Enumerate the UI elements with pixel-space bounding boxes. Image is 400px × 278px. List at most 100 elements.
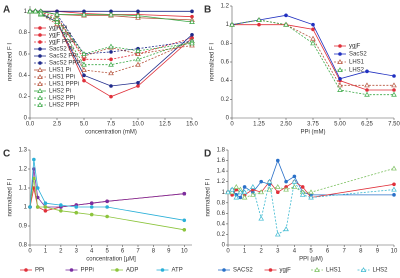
data-point — [284, 179, 288, 184]
x-tick-label: 0 — [28, 249, 32, 255]
x-tick-label: 1 — [243, 249, 247, 255]
legend-marker — [38, 40, 42, 44]
y-axis-label: normalized F I — [206, 178, 212, 216]
legend-label: LHS2 Pi — [49, 89, 71, 95]
x-tick-label: 15.0 — [186, 122, 198, 128]
x-tick-label: 8 — [359, 249, 363, 255]
x-tick-label: 0.0 — [26, 122, 35, 128]
data-point — [89, 205, 94, 209]
data-point — [182, 218, 187, 223]
x-tick-label: 6 — [121, 249, 125, 255]
data-point — [108, 70, 114, 76]
x-tick-label: 9 — [376, 249, 380, 255]
y-tick-label: 1.4 — [217, 169, 226, 175]
legend-marker — [37, 95, 43, 100]
series-line — [30, 10, 193, 66]
data-point — [74, 205, 79, 209]
data-point — [250, 191, 256, 197]
data-point — [391, 91, 397, 97]
x-tick-label: 4 — [90, 249, 94, 255]
legend-marker — [37, 81, 43, 86]
legend-marker — [37, 74, 43, 79]
y-tick-label: 1.1 — [19, 186, 28, 192]
y-tick-label: 0.8 — [217, 200, 226, 206]
legend-label: PPPi — [81, 268, 94, 274]
x-tick-label: 7.50 — [388, 122, 400, 128]
legend-label: ygjF PPPi — [49, 40, 75, 46]
data-point — [43, 201, 48, 205]
x-tick-label: 2 — [260, 249, 264, 255]
legend-label: SACS2 — [233, 268, 253, 274]
data-point — [311, 27, 315, 32]
data-point — [43, 205, 48, 209]
legend-label: ADP — [126, 268, 138, 274]
data-point — [32, 8, 39, 14]
x-tick-label: 1.25 — [253, 122, 265, 128]
data-point — [258, 215, 265, 221]
data-point — [82, 73, 86, 78]
x-tick-label: 3 — [276, 249, 280, 255]
data-point — [337, 82, 343, 88]
legend-label: LHS1 — [326, 268, 342, 274]
data-point — [89, 201, 94, 205]
data-point — [109, 94, 113, 99]
legend-marker — [38, 33, 42, 37]
data-point — [59, 203, 63, 207]
y-tick-label: 1.2 — [19, 167, 28, 173]
data-point — [233, 184, 240, 189]
y-tick-label: 0.8 — [221, 41, 230, 47]
data-point — [365, 69, 369, 74]
data-point — [241, 194, 248, 200]
legend-marker — [360, 267, 367, 272]
y-tick-label: 0.8 — [19, 243, 28, 249]
data-point — [266, 178, 273, 184]
legend-marker — [38, 54, 42, 58]
data-point — [81, 61, 87, 67]
legend-marker — [338, 44, 342, 48]
x-tick-label: 6.25 — [361, 122, 373, 128]
data-point — [109, 57, 113, 62]
data-point — [308, 194, 314, 200]
legend-label: SacS2 Pi — [49, 47, 74, 53]
data-point — [229, 21, 235, 27]
legend-label: LHS2 — [373, 268, 389, 274]
y-tick-label: 1 — [222, 190, 226, 196]
y-tick-label: 0.4 — [221, 78, 230, 84]
legend-label: SacS2 PPi — [49, 54, 78, 60]
y-tick-label: 0.2 — [217, 232, 226, 238]
data-point — [135, 47, 141, 53]
x-axis-label: PPi (mM) — [301, 130, 326, 136]
panel-label: D — [204, 149, 211, 160]
data-point — [237, 189, 244, 195]
data-point — [283, 21, 289, 27]
data-point — [108, 61, 114, 67]
x-tick-label: 5.00 — [334, 122, 346, 128]
legend-label: PPi — [35, 268, 44, 274]
data-point — [392, 74, 396, 78]
data-point — [109, 50, 113, 54]
x-tick-label: 3.75 — [307, 122, 319, 128]
legend-marker — [37, 67, 43, 72]
data-point — [238, 195, 243, 200]
data-point — [299, 191, 306, 197]
legend-marker — [38, 26, 42, 30]
data-point — [59, 209, 63, 213]
legend-marker — [268, 268, 273, 272]
data-point — [308, 189, 314, 195]
x-tick-label: 2.5 — [53, 122, 62, 128]
data-point — [392, 182, 396, 187]
series-line — [232, 24, 394, 91]
legend-label: SacS2 PPPi — [49, 61, 82, 67]
data-point — [274, 184, 281, 189]
data-point — [364, 82, 370, 88]
data-point — [82, 9, 86, 14]
legend-label: ATP — [172, 268, 183, 274]
data-point — [229, 186, 235, 192]
data-point — [189, 19, 195, 24]
data-point — [311, 22, 315, 27]
data-point — [109, 9, 113, 14]
x-tick-label: 2 — [59, 249, 63, 255]
data-point — [135, 61, 141, 67]
data-point — [242, 185, 247, 189]
data-point — [82, 78, 86, 83]
